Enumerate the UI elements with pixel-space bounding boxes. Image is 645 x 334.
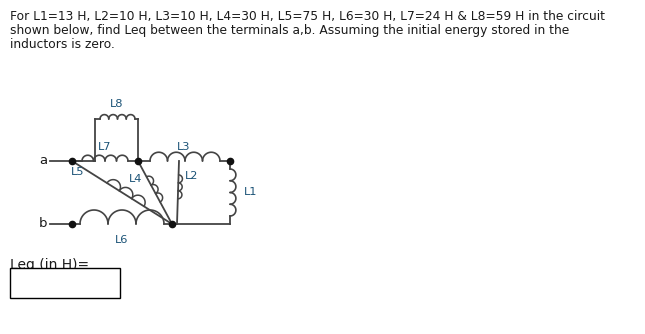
Text: inductors is zero.: inductors is zero. — [10, 38, 115, 51]
Text: L2: L2 — [184, 171, 198, 181]
Text: Leq (in H)=: Leq (in H)= — [10, 258, 89, 272]
Text: L5: L5 — [70, 167, 84, 177]
Text: L4: L4 — [128, 174, 142, 184]
Text: a: a — [39, 155, 47, 167]
Text: L3: L3 — [177, 142, 191, 152]
Text: For L1=13 H, L2=10 H, L3=10 H, L4=30 H, L5=75 H, L6=30 H, L7=24 H & L8=59 H in t: For L1=13 H, L2=10 H, L3=10 H, L4=30 H, … — [10, 10, 605, 23]
Text: L1: L1 — [244, 187, 257, 197]
Text: b: b — [39, 217, 47, 230]
Text: L7: L7 — [98, 142, 112, 152]
Text: L8: L8 — [110, 99, 123, 109]
Text: L6: L6 — [115, 235, 129, 245]
FancyBboxPatch shape — [10, 268, 120, 298]
Text: shown below, find Leq between the terminals a,b. Assuming the initial energy sto: shown below, find Leq between the termin… — [10, 24, 570, 37]
